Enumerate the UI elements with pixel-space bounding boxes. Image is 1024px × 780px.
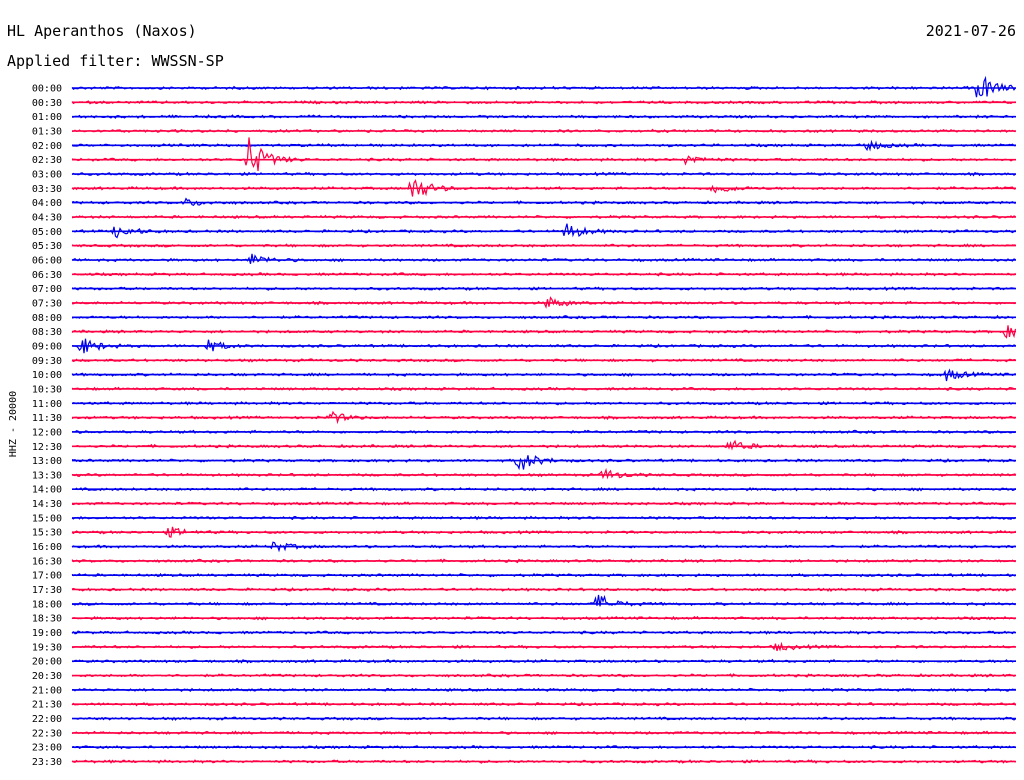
- time-label: 13:00: [32, 456, 62, 467]
- time-label: 17:30: [32, 585, 62, 596]
- time-label: 07:30: [32, 298, 62, 309]
- time-label: 00:00: [32, 84, 62, 95]
- time-label: 11:30: [32, 413, 62, 424]
- time-label: 15:00: [32, 513, 62, 524]
- time-label: 02:30: [32, 155, 62, 166]
- time-label: 12:30: [32, 442, 62, 453]
- time-label: 13:30: [32, 470, 62, 481]
- time-label: 14:00: [32, 485, 62, 496]
- time-label: 10:30: [32, 384, 62, 395]
- trace-line: [71, 467, 1016, 480]
- time-label: 07:00: [32, 284, 62, 295]
- time-label: 17:00: [32, 571, 62, 582]
- trace-line: [71, 439, 1016, 451]
- time-label: 14:30: [32, 499, 62, 510]
- time-label: 19:30: [32, 642, 62, 653]
- trace-line: [71, 368, 1016, 382]
- time-label: 05:30: [32, 241, 62, 252]
- time-label: 18:00: [32, 599, 62, 610]
- time-label: 11:00: [32, 399, 62, 410]
- time-label: 01:00: [32, 112, 62, 123]
- time-label: 23:00: [32, 743, 62, 754]
- time-label: 10:00: [32, 370, 62, 381]
- time-label: 21:00: [32, 685, 62, 696]
- time-label: 16:30: [32, 556, 62, 567]
- time-label: 03:30: [32, 184, 62, 195]
- time-label: 15:30: [32, 528, 62, 539]
- trace-line: [71, 137, 1016, 172]
- traces: [71, 75, 1017, 764]
- time-label: 18:30: [32, 614, 62, 625]
- time-label: 12:00: [32, 427, 62, 438]
- time-label: 08:30: [32, 327, 62, 338]
- time-label: 03:00: [32, 170, 62, 181]
- time-label: 01:30: [32, 127, 62, 138]
- time-label: 19:00: [32, 628, 62, 639]
- time-label: 16:00: [32, 542, 62, 553]
- time-label: 00:30: [32, 98, 62, 109]
- trace-line: [71, 253, 1016, 264]
- time-label: 02:00: [32, 141, 62, 152]
- time-label: 20:30: [32, 671, 62, 682]
- station-title: HL Aperanthos (Naxos): [7, 22, 197, 40]
- time-label: 23:30: [32, 757, 62, 768]
- filter-label: Applied filter: WWSSN-SP: [7, 52, 224, 70]
- time-label: 21:30: [32, 700, 62, 711]
- time-label: 08:00: [32, 313, 62, 324]
- time-labels: 00:00 00:30 01:00 01:30 02:00 02:30 03:00 03:30…: [32, 84, 62, 769]
- time-label: 20:00: [32, 657, 62, 668]
- date-label: 2021-07-26: [926, 22, 1016, 40]
- time-label: 06:30: [32, 270, 62, 281]
- time-label: 22:30: [32, 728, 62, 739]
- y-axis-label: HHZ - 20000: [8, 391, 19, 457]
- time-label: 05:00: [32, 227, 62, 238]
- time-label: 04:00: [32, 198, 62, 209]
- trace-line: [71, 455, 1016, 471]
- time-label: 09:30: [32, 356, 62, 367]
- time-label: 22:00: [32, 714, 62, 725]
- time-label: 04:30: [32, 213, 62, 224]
- time-label: 06:00: [32, 256, 62, 267]
- time-label: 09:00: [32, 341, 62, 352]
